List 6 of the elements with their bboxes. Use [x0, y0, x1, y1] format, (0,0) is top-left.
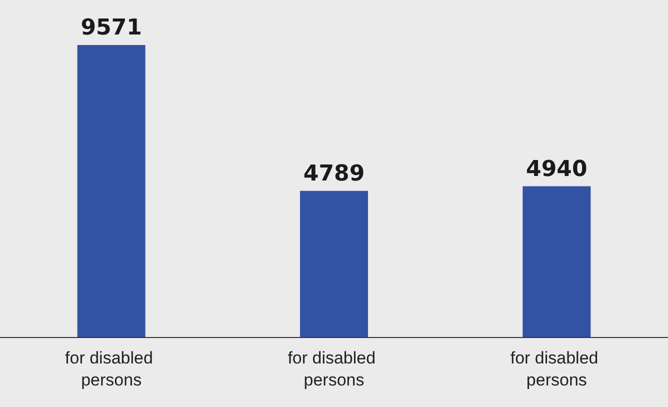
data-label: 4789: [303, 161, 365, 186]
data-label: 9571: [80, 16, 142, 40]
x-tick-label: for disabled persons: [510, 348, 603, 390]
data-label: 4940: [526, 156, 588, 182]
x-tick-label: for disabled persons: [288, 348, 380, 390]
x-tick-label: for disabled persons: [65, 348, 158, 390]
